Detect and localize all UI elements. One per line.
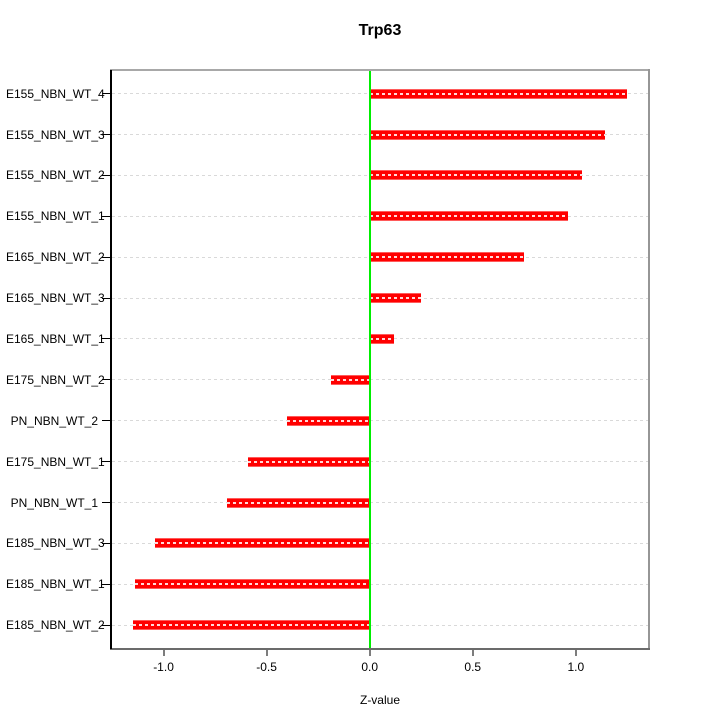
bar-center-dash — [132, 624, 370, 627]
bar-center-dash — [369, 256, 525, 259]
bar — [369, 252, 525, 263]
y-axis-tick — [102, 461, 110, 463]
bar — [369, 211, 568, 222]
bar-center-dash — [248, 460, 370, 463]
bar — [287, 415, 370, 426]
bar-center-dash — [369, 297, 422, 300]
y-axis-tick — [102, 338, 110, 340]
x-tick-label: -1.0 — [153, 660, 174, 674]
x-tick-label: 0.5 — [464, 660, 482, 674]
y-axis-line — [110, 70, 112, 649]
y-axis-label: PN_NBN_WT_1 — [10, 495, 98, 510]
zero-line — [368, 71, 371, 648]
y-axis-label: E185_NBN_WT_2 — [6, 618, 105, 633]
bar-center-dash — [369, 92, 628, 95]
bar — [134, 579, 370, 590]
y-axis-label: E165_NBN_WT_2 — [6, 250, 105, 265]
bar — [155, 538, 370, 549]
bar-center-dash — [330, 378, 370, 381]
y-axis-tick — [102, 215, 110, 217]
y-axis-label: E185_NBN_WT_1 — [6, 577, 105, 592]
gridline — [112, 542, 648, 544]
bar-center-dash — [369, 215, 568, 218]
x-axis-title: Z-value — [359, 693, 400, 707]
y-axis-tick — [102, 583, 110, 585]
y-axis-label: E155_NBN_WT_1 — [6, 209, 105, 224]
y-axis-tick — [102, 420, 110, 422]
bar — [248, 456, 370, 467]
y-axis-label: E155_NBN_WT_4 — [6, 86, 105, 101]
bar — [369, 129, 605, 140]
bar-center-dash — [227, 501, 370, 504]
y-axis-tick — [102, 624, 110, 626]
gridline — [112, 379, 648, 381]
gridline — [112, 583, 648, 585]
plot-border-top — [110, 69, 650, 71]
x-axis-tick — [265, 650, 268, 656]
x-axis-tick — [368, 650, 371, 656]
x-tick-label: 1.0 — [567, 660, 585, 674]
bar — [369, 170, 583, 181]
y-axis-tick — [102, 502, 110, 503]
y-axis-tick — [102, 134, 110, 136]
x-axis-tick — [162, 650, 165, 656]
plot-area: E155_NBN_WT_4 E155_NBN_WT_3 E155_NBN_WT_2 E… — [6, 69, 650, 674]
y-axis-label: E155_NBN_WT_2 — [6, 168, 105, 183]
y-axis-label: E165_NBN_WT_3 — [6, 291, 105, 306]
bar — [132, 620, 370, 631]
gridline — [112, 624, 648, 626]
y-axis-label: PN_NBN_WT_2 — [10, 413, 98, 428]
x-tick-label: -0.5 — [256, 660, 277, 674]
y-axis-tick — [102, 93, 110, 95]
bar-center-dash — [287, 419, 370, 422]
x-axis-line — [110, 648, 650, 650]
bar-center-dash — [134, 583, 370, 586]
gridline — [112, 502, 648, 503]
bar — [369, 88, 628, 99]
y-axis-label: E155_NBN_WT_3 — [6, 127, 105, 142]
bar — [369, 333, 395, 344]
bar — [330, 374, 370, 385]
y-axis-tick — [102, 174, 110, 176]
y-axis-label: E175_NBN_WT_2 — [6, 372, 105, 387]
bar — [227, 497, 370, 508]
gridline — [112, 461, 648, 463]
bar-center-dash — [369, 174, 583, 177]
y-axis-label: E185_NBN_WT_3 — [6, 536, 105, 551]
x-axis-tick — [574, 650, 577, 656]
y-axis-tick — [102, 297, 110, 299]
bar — [369, 293, 422, 304]
bar-center-dash — [369, 133, 605, 136]
bar-center-dash — [369, 337, 395, 340]
chart-title: Trp63 — [358, 22, 402, 39]
y-axis-tick — [102, 256, 110, 258]
bar-center-dash — [155, 542, 370, 545]
x-axis-tick — [471, 650, 474, 656]
y-axis-tick — [102, 542, 110, 544]
y-axis-label: E165_NBN_WT_1 — [6, 331, 105, 346]
gridline — [112, 420, 648, 422]
y-axis-label: E175_NBN_WT_1 — [6, 454, 105, 469]
x-tick-label: 0.0 — [361, 660, 379, 674]
plot-border-right — [648, 69, 650, 650]
y-axis-tick — [102, 379, 110, 381]
